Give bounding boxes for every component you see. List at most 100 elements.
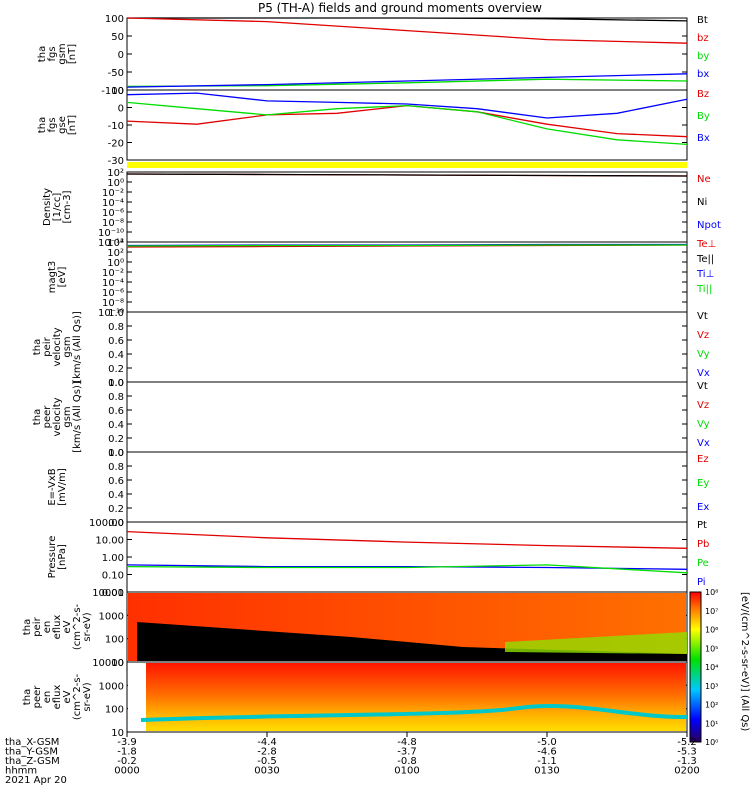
y-tick-label: 10 (111, 728, 124, 739)
x-tick-value: -4.4 (257, 737, 277, 748)
x-tick-value: -1.1 (537, 756, 557, 767)
legend-item: By (697, 111, 710, 122)
y-tick-label: 0.2 (108, 434, 124, 445)
y-tick-label: 0.8 (108, 322, 124, 333)
colorbar-tick-label: 10⁶ (705, 626, 718, 635)
y-tick-label: 10⁰ (107, 178, 124, 189)
y-tick-label: -10 (108, 121, 124, 132)
colorbar-tick-label: 10⁴ (705, 663, 718, 672)
colorbar: 10⁸ 10⁷ 10⁶ 10⁵ 10⁴ 10³ 10² 10¹ 10⁰ [eV/(cm^2-s-… (689, 588, 750, 747)
y-tick-label: 100 (105, 14, 124, 25)
panel-efield: 1.0 0.8 0.6 0.4 0.2 0.0 E=-VxB[mV/m] Ez Ey Ex (47, 448, 709, 529)
y-axis-label-line: tha (22, 689, 33, 705)
x-tick-value: -4.8 (397, 737, 417, 748)
x-tick-value: -0.5 (257, 756, 277, 767)
y-axis-label: Density[1/cc][cm-3] (42, 188, 73, 226)
legend-item: Ti|| (696, 284, 712, 295)
spectrogram-electrons-gap (128, 663, 146, 731)
y-tick-label: 10000 (92, 658, 124, 669)
legend-item: Pe (697, 558, 709, 569)
x-axis-row-label: 2021 Apr 20 (5, 775, 67, 786)
panel-frame (126, 451, 688, 523)
y-tick-label: 0 (118, 104, 124, 115)
y-axis-label-line: Pressure (47, 536, 58, 579)
y-tick-label: 10 (111, 86, 124, 97)
y-tick-label: 0.4 (108, 420, 124, 431)
legend-item: by (697, 51, 709, 62)
x-axis-row-label: tha_Y-GSM (5, 747, 58, 758)
colorbar-label: [eV/(cm^2-s-sr-eV)] (All Qs) (739, 592, 750, 731)
legend-item: Vx (697, 368, 710, 379)
y-axis-label-line: gsm (57, 43, 68, 64)
x-tick-value: -1.8 (117, 747, 137, 758)
y-axis-label: thapeirvelocitygsm[km/s (All Qs)] (32, 311, 83, 383)
colorbar-tick-label: 10² (705, 701, 718, 710)
legend-item: Vy (697, 419, 710, 430)
legend-item: Ne (697, 174, 711, 185)
y-tick-label: 0.6 (108, 336, 124, 347)
y-axis-label-line: eV (62, 690, 73, 703)
x-tick-value: -2.8 (257, 747, 277, 758)
y-axis-label-line: sr-eV) (82, 682, 93, 711)
y-axis-label-line: en (42, 691, 53, 704)
legend-item: Pb (697, 539, 709, 550)
quality-flag-bar (127, 162, 687, 168)
legend-item: Bz (697, 89, 709, 100)
y-tick-label: 1.0 (108, 378, 124, 389)
legend-item: Bx (697, 133, 710, 144)
legend-item: Ni (697, 197, 707, 208)
y-tick-label: 0.4 (108, 350, 124, 361)
panel-frame (126, 521, 688, 593)
y-tick-label: 0.4 (108, 490, 124, 501)
y-axis-label-line: [km/s (All Qs)] (72, 381, 83, 453)
series-line-density (126, 173, 688, 177)
x-tick-value: -4.6 (537, 747, 557, 758)
y-axis-label-line: gse (57, 116, 68, 134)
y-tick-label: 1000 (99, 611, 124, 622)
colorbar-gradient (689, 591, 702, 743)
spectrogram-electrons (146, 663, 686, 731)
y-axis-label-line: fgs (47, 117, 58, 132)
y-axis-label-line: magt3 (47, 261, 58, 294)
series-line-temperature (126, 244, 687, 247)
y-axis-label-line: sr-eV) (82, 612, 93, 641)
y-tick-label: 0.01 (102, 588, 124, 599)
spectrogram-electrons-peak-band (140, 703, 688, 722)
y-tick-label: 100.00 (89, 518, 124, 529)
y-tick-label: 100 (105, 705, 124, 716)
y-tick-label: 0.8 (108, 392, 124, 403)
y-tick-label: 10.00 (95, 536, 124, 547)
panel-frame (126, 171, 688, 243)
series-line-fgs_gse (126, 101, 688, 146)
x-tick-value: -5.2 (677, 737, 697, 748)
colorbar-tick-label: 10⁰ (705, 738, 718, 747)
legend-item: Ez (697, 454, 709, 465)
y-axis-label-line: peer (42, 405, 53, 429)
y-tick-label: 10⁻¹² (98, 238, 124, 249)
series-line-pressure (126, 564, 688, 574)
y-tick-label: -50 (108, 68, 124, 79)
y-tick-label: 100 (105, 635, 124, 646)
y-tick-label: 10⁻¹⁰ (98, 228, 124, 239)
colorbar-tick-label: 10⁷ (705, 607, 718, 616)
y-tick-label: 0.6 (108, 406, 124, 417)
y-axis-label-line: [cm-3] (62, 190, 73, 223)
y-tick-label: 10 (111, 658, 124, 669)
legend-item: Pt (697, 520, 707, 531)
panel-fgs_gse: 10 0 -10 -20 -30 thafgsgse[nT] Bz By Bx (37, 86, 710, 167)
panel-frame (126, 17, 688, 91)
y-axis-label-line: tha (32, 409, 43, 425)
legend-item: bx (697, 69, 709, 80)
panel-frame (126, 89, 688, 161)
y-tick-label: 10² (107, 248, 124, 259)
y-tick-label: 10000 (92, 588, 124, 599)
legend-item: bz (697, 33, 709, 44)
y-axis-label-line: peir (42, 336, 53, 356)
series-line-fgs_gsm (127, 17, 688, 22)
series-line-fgs_gsm (126, 73, 688, 88)
y-axis-label: E=-VxB[mV/m] (47, 468, 68, 506)
legend-item: Ti⊥ (696, 269, 714, 280)
y-tick-label: 1.00 (102, 553, 124, 564)
